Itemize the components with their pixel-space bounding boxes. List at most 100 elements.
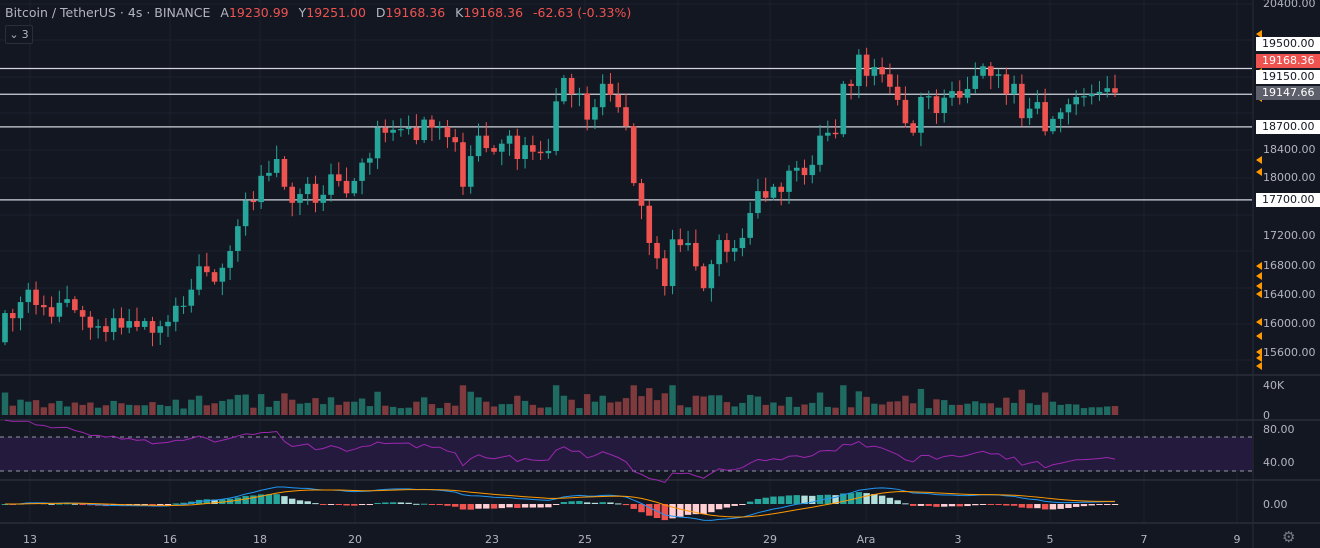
change-value: -62.63 (-0.33%)	[533, 5, 632, 20]
volume-bar	[94, 407, 102, 415]
symbol-title[interactable]: Bitcoin / TetherUS · 4s · BINANCE	[5, 5, 211, 20]
macd-histogram-bar	[972, 504, 979, 506]
macd-histogram-bar	[1041, 504, 1049, 510]
rsi-band	[0, 437, 1252, 471]
volume-bar	[599, 395, 606, 415]
settings-gear-icon[interactable]: ⚙	[1282, 528, 1296, 546]
macd-histogram-bar	[886, 497, 894, 504]
candle-up	[188, 289, 195, 306]
candle-up	[273, 159, 280, 173]
date-label: 27	[671, 533, 685, 546]
macd-histogram-bar	[1111, 504, 1119, 505]
date-label: Ara	[856, 533, 876, 546]
volume-bar	[87, 402, 94, 415]
macd-histogram-bar	[382, 502, 389, 504]
candle-up	[367, 158, 373, 163]
candle-up	[467, 156, 474, 187]
alert-marker-icon	[1256, 262, 1262, 270]
macd-histogram-bar	[1034, 504, 1041, 509]
volume-bar	[1104, 406, 1111, 415]
candle-up	[374, 127, 381, 159]
candle-down	[343, 180, 350, 194]
candle-up	[522, 145, 528, 160]
price-tick: 18400.00	[1263, 143, 1316, 156]
candle-up	[351, 180, 358, 194]
candle-down	[623, 107, 629, 127]
volume-bar	[793, 406, 800, 415]
macd-histogram-bar	[312, 503, 319, 505]
alert-marker-icon	[1256, 168, 1262, 176]
candle-up	[219, 267, 226, 282]
candle-down	[887, 74, 893, 87]
macd-histogram-bar	[467, 504, 474, 510]
macd-histogram-bar	[638, 504, 645, 513]
volume-bar	[630, 385, 637, 415]
candle-down	[41, 305, 47, 308]
candle-up	[25, 289, 32, 303]
volume-bar	[661, 393, 668, 415]
volume-bar	[498, 404, 505, 415]
macd-histogram-bar	[211, 499, 218, 504]
date-label: 16	[163, 533, 177, 546]
volume-bar	[320, 404, 327, 415]
volume-bar	[560, 395, 568, 415]
volume-bar	[1034, 404, 1041, 415]
volume-bar	[405, 407, 412, 415]
candle-up	[592, 107, 598, 120]
macd-histogram-bar	[242, 495, 249, 504]
macd-histogram-bar	[684, 504, 692, 515]
candle-down	[335, 174, 342, 181]
volume-bar	[459, 385, 467, 415]
candle-up	[561, 77, 567, 102]
candle-down	[250, 200, 257, 203]
alert-marker-icon	[1256, 332, 1262, 340]
volume-bar	[723, 402, 731, 415]
candle-up	[817, 135, 823, 165]
volume-bar	[514, 395, 521, 415]
macd-histogram-bar	[56, 503, 63, 505]
macd-histogram-bar	[490, 504, 498, 509]
macd-histogram-bar	[576, 501, 583, 504]
macd-histogram-bar	[452, 504, 459, 507]
candle-up	[1104, 88, 1111, 92]
candle-up	[669, 239, 676, 287]
volume-bar	[25, 401, 32, 415]
candle-up	[359, 162, 365, 181]
macd-histogram-bar	[964, 504, 971, 507]
macd-histogram-bar	[343, 504, 350, 506]
macd-histogram-bar	[902, 503, 909, 505]
volume-bar	[537, 407, 544, 415]
macd-histogram-bar	[785, 495, 793, 504]
macd-histogram-bar	[172, 503, 179, 505]
volume-bar	[444, 402, 451, 415]
volume-bar	[646, 388, 653, 415]
candle-up	[918, 96, 924, 133]
indicators-collapse-button[interactable]: ⌄ 3	[5, 25, 33, 44]
volume-bar	[172, 399, 179, 415]
macd-histogram-bar	[847, 493, 855, 504]
volume-bar	[483, 401, 490, 415]
candle-up	[141, 321, 148, 327]
candle-down	[87, 316, 94, 328]
macd-histogram-bar	[1088, 504, 1095, 506]
candle-up	[685, 242, 691, 246]
date-label: 5	[1046, 533, 1054, 546]
price-tick: 16400.00	[1263, 288, 1316, 301]
volume-bar	[102, 405, 110, 415]
macd-histogram-bar	[615, 503, 622, 505]
macd-histogram-bar	[770, 496, 777, 504]
volume-bar	[840, 385, 847, 415]
candle-down	[910, 123, 916, 133]
volume-bar	[615, 401, 622, 415]
candle-up	[475, 135, 482, 157]
candle-up	[708, 264, 715, 289]
macd-histogram-bar	[956, 504, 963, 507]
alert-marker-icon	[1256, 282, 1262, 290]
volume-bar	[397, 408, 405, 415]
candle-up	[871, 67, 878, 76]
volume-bar	[40, 407, 48, 415]
volume-bar	[739, 402, 746, 415]
volume-bar	[1080, 408, 1088, 415]
macd-histogram-bar	[646, 504, 653, 516]
